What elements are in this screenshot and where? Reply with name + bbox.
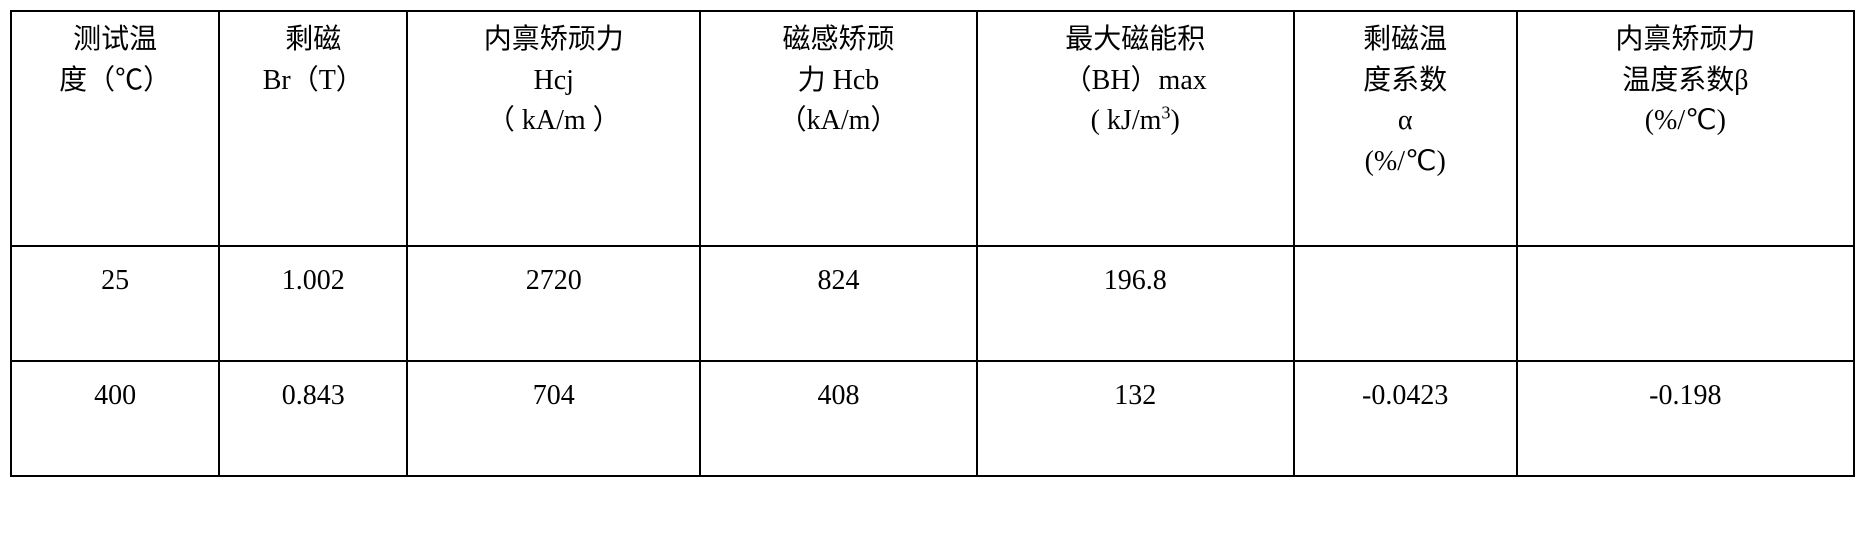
- header-max-energy-product: 最大磁能积 （BH）max ( kJ/m3): [977, 11, 1294, 246]
- cell-value: 704: [407, 361, 700, 476]
- header-line: （kA/m）: [779, 105, 899, 136]
- cell-value: -0.198: [1517, 361, 1854, 476]
- header-coercivity: 磁感矫顽 力 Hcb （kA/m）: [700, 11, 976, 246]
- header-line: （ kA/m ）: [487, 105, 621, 136]
- header-intrinsic-coercivity: 内禀矫顽力 Hcj （ kA/m ）: [407, 11, 700, 246]
- table-row: 25 1.002 2720 824 196.8: [11, 246, 1854, 361]
- header-line: 最大磁能积: [1065, 24, 1205, 55]
- header-line: ( kJ/m3): [1091, 105, 1180, 136]
- cell-value: -0.0423: [1294, 361, 1517, 476]
- header-line: (%/℃): [1645, 105, 1726, 136]
- header-remanence: 剩磁 Br（T）: [219, 11, 407, 246]
- header-line: （BH）max: [1064, 65, 1207, 96]
- header-line: 磁感矫顽: [782, 24, 894, 55]
- header-line: α: [1398, 105, 1413, 136]
- cell-value: [1517, 246, 1854, 361]
- header-line: (%/℃): [1365, 146, 1446, 177]
- header-line: 度系数: [1363, 65, 1447, 96]
- table-header-row: 测试温 度（℃） 剩磁 Br（T） 内禀矫顽力 Hcj （ kA/m ） 磁感矫…: [11, 11, 1854, 246]
- magnetic-properties-table: 测试温 度（℃） 剩磁 Br（T） 内禀矫顽力 Hcj （ kA/m ） 磁感矫…: [10, 10, 1855, 477]
- header-line: 力 Hcb: [798, 65, 880, 96]
- cell-value: 132: [977, 361, 1294, 476]
- header-line: 测试温: [73, 24, 157, 55]
- header-line: 剩磁温: [1363, 24, 1447, 55]
- header-line: 内禀矫顽力: [484, 24, 624, 55]
- header-line: 剩磁: [285, 24, 341, 55]
- cell-value: 25: [11, 246, 219, 361]
- header-line: 温度系数β: [1622, 65, 1748, 96]
- header-line: 内禀矫顽力: [1615, 24, 1755, 55]
- header-test-temperature: 测试温 度（℃）: [11, 11, 219, 246]
- cell-value: 0.843: [219, 361, 407, 476]
- cell-value: 408: [700, 361, 976, 476]
- cell-value: 2720: [407, 246, 700, 361]
- header-alpha-coefficient: 剩磁温 度系数 α (%/℃): [1294, 11, 1517, 246]
- header-line: Hcj: [534, 65, 574, 96]
- header-beta-coefficient: 内禀矫顽力 温度系数β (%/℃): [1517, 11, 1854, 246]
- cell-value: 824: [700, 246, 976, 361]
- cell-value: 1.002: [219, 246, 407, 361]
- header-line: Br（T）: [263, 65, 364, 96]
- cell-value: 400: [11, 361, 219, 476]
- header-line: 度（℃）: [59, 65, 171, 96]
- cell-value: [1294, 246, 1517, 361]
- table-row: 400 0.843 704 408 132 -0.0423 -0.198: [11, 361, 1854, 476]
- cell-value: 196.8: [977, 246, 1294, 361]
